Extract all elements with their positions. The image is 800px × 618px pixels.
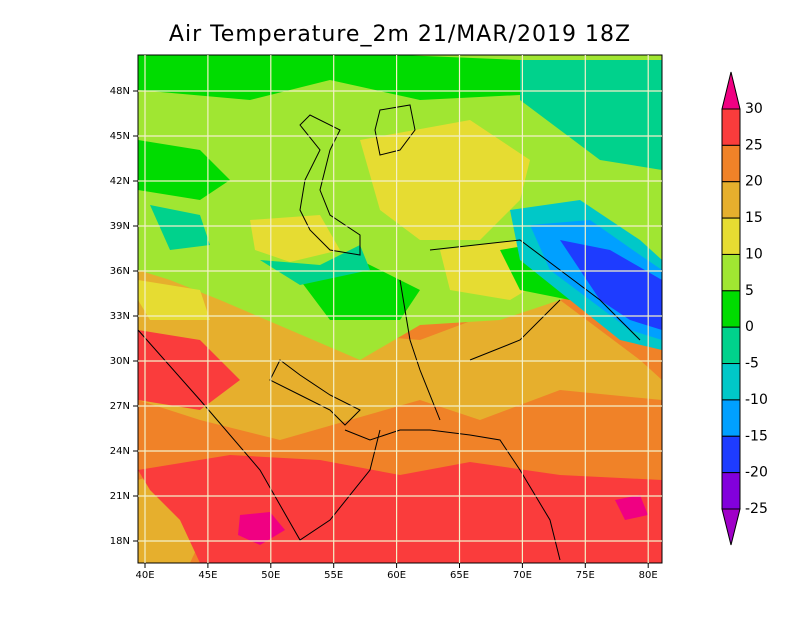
lon-label: 60E (387, 570, 406, 581)
colorbar-segment (721, 253, 741, 292)
graticule: 48N 45N 42N 39N 36N 33N 30N 27N 24N 21N 18N 40E 45E 5… (110, 55, 662, 581)
colorbar-label: 10 (745, 246, 763, 262)
lon-label: 45E (198, 570, 217, 581)
colorbar-segment (721, 472, 741, 510)
colorbar-tip (721, 508, 741, 546)
lon-label: 40E (135, 570, 154, 581)
colorbar-label: 20 (745, 174, 763, 190)
map-title: Air Temperature_2m 21/MAR/2019 18Z (169, 22, 631, 47)
colorbar-label: -25 (745, 501, 768, 517)
colorbar-label: 25 (745, 137, 763, 153)
colorbar-segment (721, 181, 741, 219)
lon-label: 50E (261, 570, 280, 581)
lat-label: 42N (110, 176, 130, 187)
lon-label: 70E (513, 570, 532, 581)
lat-label: 27N (110, 401, 130, 412)
lat-label: 36N (110, 266, 130, 277)
colorbar-label: -5 (745, 356, 759, 372)
colorbar-label: -15 (745, 428, 768, 444)
lat-label: 24N (110, 446, 130, 457)
colorbar-label: 15 (745, 210, 763, 226)
map-frame (137, 54, 663, 564)
colorbar-segment (721, 363, 741, 401)
lat-label: 30N (110, 356, 130, 367)
lat-label: 39N (110, 221, 130, 232)
colorbar-segment (721, 108, 741, 146)
colorbar-tip (721, 71, 741, 110)
lon-label: 80E (639, 570, 658, 581)
colorbar-segment (721, 217, 741, 255)
lat-label: 48N (110, 86, 130, 97)
colorbar-segment (721, 399, 741, 437)
lat-label: 45N (110, 131, 130, 142)
colorbar-segment (721, 290, 741, 328)
colorbar-label: -10 (745, 392, 768, 408)
lon-label: 65E (450, 570, 469, 581)
temperature-field (138, 55, 662, 563)
colorbar-segment (721, 326, 741, 365)
colorbar-label: -20 (745, 465, 768, 481)
colorbar-segment (721, 435, 741, 474)
lat-label: 33N (110, 311, 130, 322)
lat-label: 18N (110, 536, 130, 547)
colorbar-label: 0 (745, 319, 754, 335)
colorbar-segment (721, 144, 741, 183)
lon-label: 75E (576, 570, 595, 581)
colorbar-label: 30 (745, 101, 763, 117)
colorbar: 30 25 20 15 10 5 0 -5 -10 -15 -20 -25 (721, 71, 768, 546)
lon-label: 55E (324, 570, 343, 581)
lat-label: 21N (110, 491, 130, 502)
colorbar-label: 5 (745, 283, 754, 299)
